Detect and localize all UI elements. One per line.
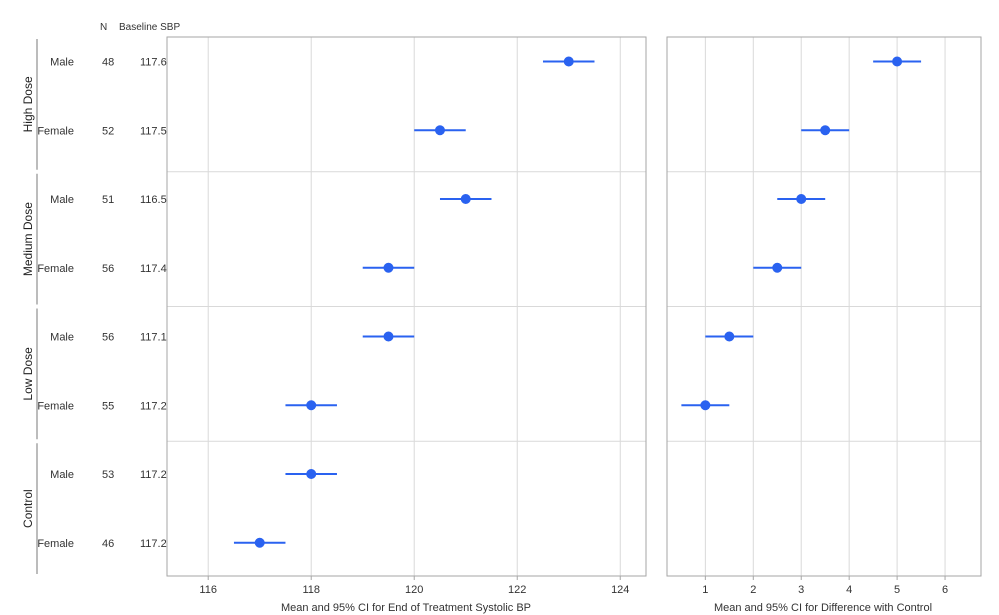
group-labels: High Dose Medium Dose Low Dose Control: [21, 39, 38, 574]
row-sex-label: Male: [50, 469, 74, 481]
panel-frames: [166, 36, 982, 577]
left-tick-label: 122: [508, 584, 526, 596]
right-tick-label: 3: [798, 584, 804, 596]
left-mean-point: [563, 56, 574, 67]
row-baseline-value: 117.2: [140, 469, 167, 481]
left-mean-point: [254, 537, 265, 548]
left-mean-point: [383, 262, 394, 273]
group-label: Low Dose: [21, 347, 35, 401]
row-n-value: 55: [102, 400, 114, 412]
left-tick-label: 116: [199, 584, 217, 596]
left-tick-label: 124: [611, 584, 629, 596]
data-marks: [233, 56, 922, 548]
left-mean-point: [383, 331, 394, 342]
row-sex-label: Female: [37, 400, 74, 412]
right-tick-label: 4: [846, 584, 852, 596]
group-label: High Dose: [21, 76, 35, 132]
left-mean-point: [460, 194, 471, 204]
group-separators: [167, 171, 981, 442]
left-tick-label: 120: [405, 584, 423, 596]
row-baseline-value: 117.1: [140, 332, 167, 344]
header-n: N: [100, 22, 107, 33]
right-tick-label: 2: [750, 584, 756, 596]
row-baseline-value: 117.6: [140, 57, 167, 69]
right-diff-point: [892, 56, 903, 67]
left-x-axis-title: Mean and 95% CI for End of Treatment Sys…: [281, 602, 531, 614]
header-baseline-sbp: Baseline SBP: [119, 22, 180, 33]
right-diff-point: [772, 262, 783, 273]
left-mean-point: [434, 125, 445, 136]
right-axis-ticks: 1 2 3 4 5 6: [702, 576, 948, 596]
row-sex-label: Female: [37, 538, 74, 550]
right-tick-label: 5: [894, 584, 900, 596]
left-mean-point: [306, 400, 317, 411]
left-panel-frame: [166, 36, 647, 577]
row-n-value: 52: [102, 125, 114, 137]
row-sex-label: Female: [37, 125, 74, 137]
row-n-value: 48: [102, 57, 114, 69]
right-tick-label: 1: [702, 584, 708, 596]
left-axis-ticks: 116 118 120 122 124: [199, 576, 629, 596]
row-sex-label: Female: [37, 263, 74, 275]
row-baseline-value: 117.2: [140, 400, 167, 412]
left-mean-point: [306, 469, 317, 479]
left-tick-label: 118: [302, 584, 320, 596]
row-n-value: 51: [102, 194, 114, 206]
row-baseline-value: 117.2: [140, 538, 167, 550]
right-diff-point: [724, 331, 735, 342]
row-n-value: 46: [102, 538, 114, 550]
right-x-axis-title: Mean and 95% CI for Difference with Cont…: [714, 602, 932, 614]
right-panel-frame: [666, 36, 982, 577]
right-diff-point: [796, 194, 807, 204]
group-label: Control: [21, 489, 35, 528]
row-baseline-value: 117.4: [140, 263, 167, 275]
row-n-value: 56: [102, 263, 114, 275]
row-n-value: 56: [102, 332, 114, 344]
row-baseline-value: 117.5: [140, 125, 167, 137]
right-diff-point: [700, 400, 711, 411]
row-labels: Male 48 117.6 Female 52 117.5 Male 51 116.5 Femal…: [37, 57, 166, 550]
row-baseline-value: 116.5: [140, 194, 167, 206]
row-n-value: 53: [102, 469, 114, 481]
group-label: Medium Dose: [21, 202, 35, 276]
row-sex-label: Male: [50, 57, 74, 69]
right-diff-point: [820, 125, 831, 136]
row-sex-label: Male: [50, 332, 74, 344]
row-sex-label: Male: [50, 194, 74, 206]
right-tick-label: 6: [942, 584, 948, 596]
